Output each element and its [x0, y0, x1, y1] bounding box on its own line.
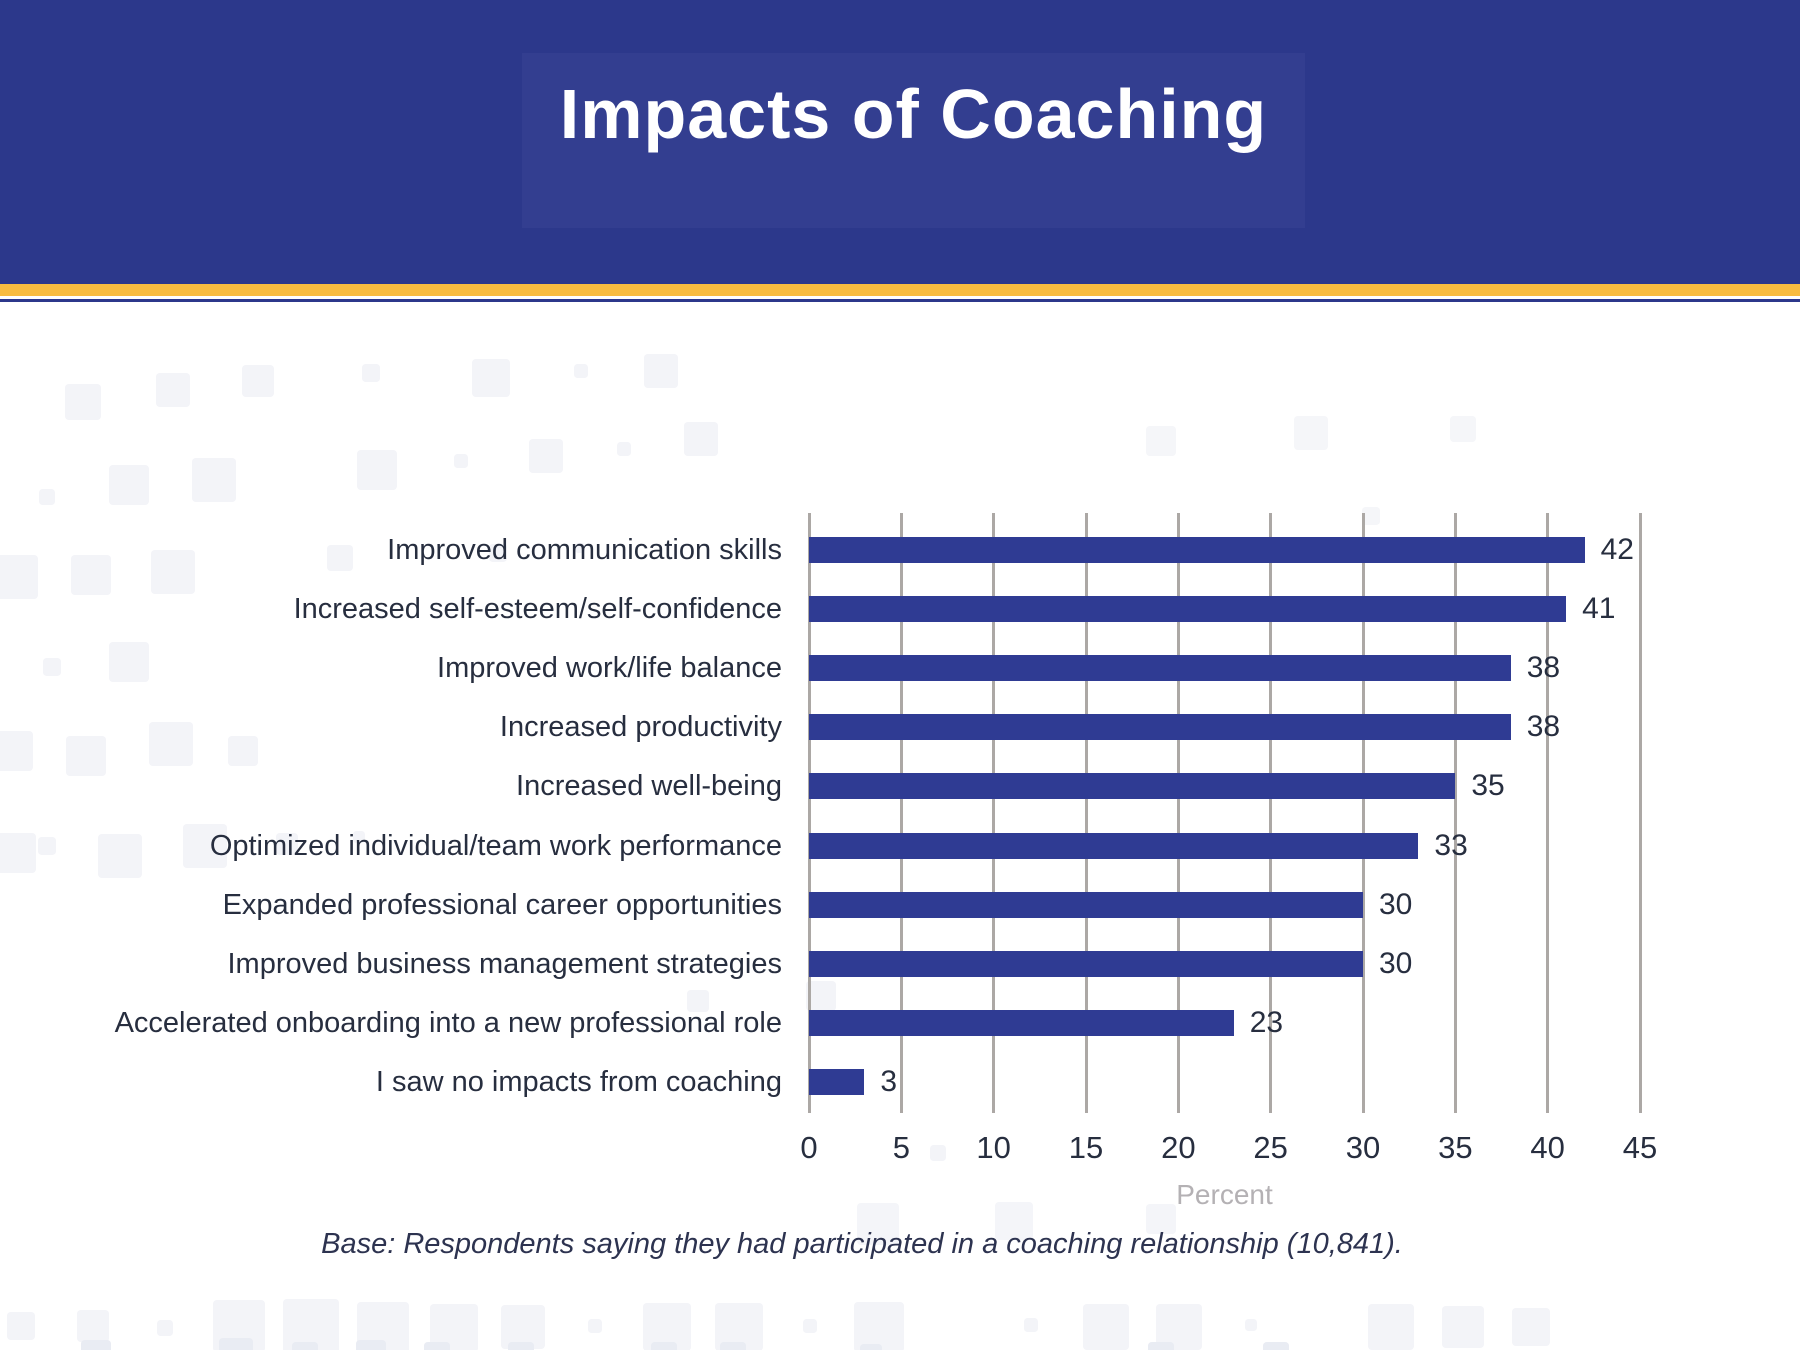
- value-label: 38: [1526, 651, 1561, 685]
- bar: [809, 1068, 865, 1095]
- value-label: 30: [1379, 887, 1413, 921]
- gridline-40: [1546, 513, 1550, 1113]
- value-label: 35: [1471, 769, 1505, 803]
- gridline-45: [1638, 513, 1642, 1113]
- category-label: Expanded professional career opportuniti…: [222, 888, 782, 921]
- title-box: Impacts of Coaching: [522, 53, 1305, 228]
- bar: [809, 714, 1511, 741]
- category-label: I saw no impacts from coaching: [375, 1065, 782, 1098]
- header-banner: Impacts of Coaching: [0, 0, 1800, 284]
- category-label: Increased self-esteem/self-confidence: [293, 593, 782, 626]
- value-label: 23: [1249, 1005, 1284, 1039]
- bar: [809, 891, 1363, 918]
- bar: [809, 832, 1419, 859]
- category-label: Optimized individual/team work performan…: [209, 829, 782, 862]
- x-axis-tick-label: 40: [1530, 1130, 1565, 1165]
- x-axis-tick-label: 30: [1345, 1130, 1381, 1165]
- gridline-25: [1269, 513, 1273, 1113]
- gridline-15: [1084, 513, 1088, 1113]
- value-label: 33: [1434, 828, 1468, 862]
- gridline-5: [899, 513, 903, 1113]
- bar: [809, 537, 1585, 563]
- x-axis-tick-label: 0: [800, 1130, 818, 1165]
- bar: [809, 950, 1363, 977]
- value-label: 38: [1526, 710, 1561, 744]
- base-footnote: Base: Respondents saying they had partic…: [321, 1228, 1403, 1260]
- gold-divider: [0, 284, 1800, 296]
- gridline-10: [992, 513, 996, 1113]
- x-axis-tick-label: 25: [1253, 1130, 1288, 1165]
- category-label: Improved business management strategies: [227, 947, 782, 980]
- x-axis-tick-label: 35: [1438, 1130, 1473, 1165]
- x-axis-tick-label: 5: [892, 1130, 910, 1165]
- value-label: 30: [1379, 946, 1413, 980]
- category-label: Increased productivity: [499, 711, 782, 744]
- gridline-0: [807, 513, 811, 1113]
- x-axis-tick-label: 10: [976, 1130, 1011, 1165]
- gridline-30: [1361, 513, 1365, 1113]
- x-axis-tick-label: 45: [1622, 1130, 1658, 1165]
- bar: [809, 1009, 1234, 1036]
- x-axis-title: Percent: [1176, 1179, 1273, 1210]
- value-label: 3: [880, 1064, 898, 1098]
- bar: [809, 655, 1511, 682]
- value-label: 42: [1600, 533, 1634, 566]
- value-label: 41: [1582, 592, 1616, 626]
- x-axis-tick-label: 15: [1068, 1130, 1104, 1165]
- page-title: Impacts of Coaching: [559, 75, 1268, 153]
- x-axis-tick-label: 20: [1161, 1130, 1196, 1165]
- navy-divider-line: [0, 299, 1800, 302]
- category-label: Improved work/life balance: [437, 652, 782, 685]
- category-label: Increased well-being: [516, 770, 782, 803]
- gridline-35: [1453, 513, 1457, 1113]
- category-label: Accelerated onboarding into a new profes…: [114, 1006, 782, 1039]
- bar: [809, 773, 1456, 800]
- gridline-20: [1176, 513, 1180, 1113]
- bar: [809, 596, 1567, 623]
- category-label: Improved communication skills: [387, 534, 782, 566]
- bar-chart: 0 5 10 15 20 25 30 35 40 45 Improved communication…: [0, 302, 1800, 1222]
